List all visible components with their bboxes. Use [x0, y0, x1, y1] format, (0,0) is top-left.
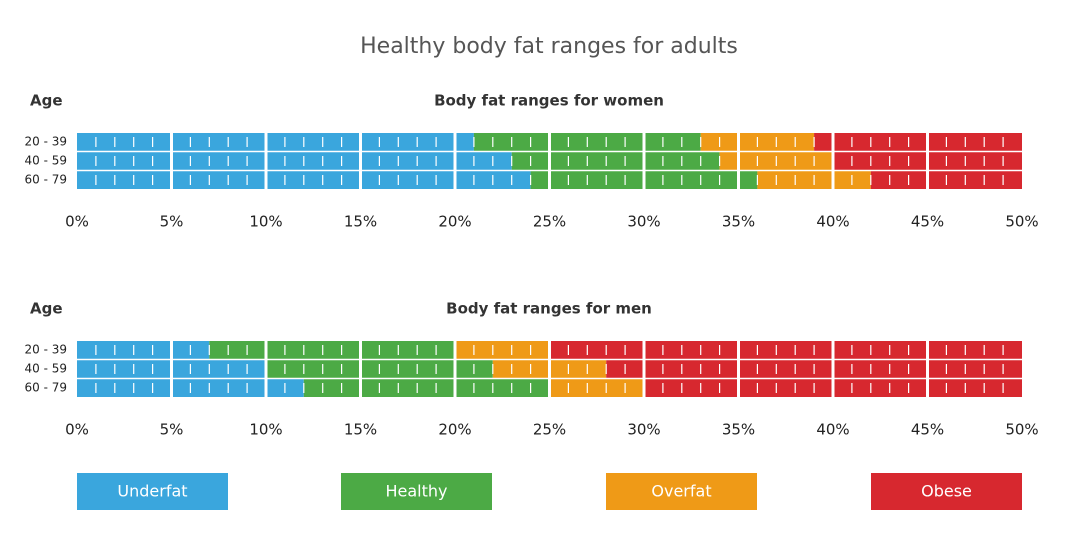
legend-swatch [341, 473, 492, 510]
chart-title: Healthy body fat ranges for adults [360, 34, 738, 59]
x-tick-label: 5% [160, 213, 184, 231]
y-tick-label: 20 - 39 [25, 343, 68, 357]
y-tick-label: 40 - 59 [25, 154, 68, 168]
x-tick-label: 45% [911, 213, 944, 231]
legend-swatch [606, 473, 757, 510]
x-tick-label: 25% [533, 213, 566, 231]
y-tick-label: 60 - 79 [25, 173, 68, 187]
x-tick-label: 45% [911, 421, 944, 439]
x-tick-label: 40% [816, 421, 849, 439]
x-tick-label: 15% [344, 421, 377, 439]
bar-segment [77, 341, 210, 359]
y-tick-label: 40 - 59 [25, 362, 68, 376]
x-tick-label: 5% [160, 421, 184, 439]
x-tick-label: 30% [627, 213, 660, 231]
legend-label: Obese [921, 482, 972, 501]
y-tick-label: 60 - 79 [25, 381, 68, 395]
bar-segment [77, 133, 474, 151]
x-tick-label: 20% [438, 213, 471, 231]
chart-subtitle: Body fat ranges for men [446, 300, 652, 318]
y-axis-label: Age [30, 300, 63, 318]
y-axis-label: Age [30, 92, 63, 110]
chart-subtitle: Body fat ranges for women [434, 92, 664, 110]
x-tick-label: 35% [722, 213, 755, 231]
x-tick-label: 30% [627, 421, 660, 439]
x-tick-label: 50% [1005, 213, 1038, 231]
x-tick-label: 15% [344, 213, 377, 231]
x-tick-label: 40% [816, 213, 849, 231]
bar-segment [814, 133, 1022, 151]
bar-segment [209, 341, 455, 359]
legend-swatch [871, 473, 1022, 510]
x-tick-label: 0% [65, 421, 89, 439]
x-tick-label: 25% [533, 421, 566, 439]
legend-label: Overfat [651, 482, 711, 501]
bar-segment [549, 341, 1022, 359]
legend-label: Healthy [385, 482, 447, 501]
x-tick-label: 10% [249, 213, 282, 231]
legend-label: Underfat [117, 482, 187, 501]
legend-swatch [77, 473, 228, 510]
x-tick-label: 35% [722, 421, 755, 439]
bar-segment [511, 152, 720, 170]
bar-segment [549, 379, 644, 397]
x-tick-label: 10% [249, 421, 282, 439]
bar-segment [77, 152, 512, 170]
x-tick-label: 20% [438, 421, 471, 439]
y-tick-label: 20 - 39 [25, 135, 68, 149]
x-tick-label: 0% [65, 213, 89, 231]
x-tick-label: 50% [1005, 421, 1038, 439]
bar-segment [303, 379, 550, 397]
bar-segment [455, 341, 550, 359]
